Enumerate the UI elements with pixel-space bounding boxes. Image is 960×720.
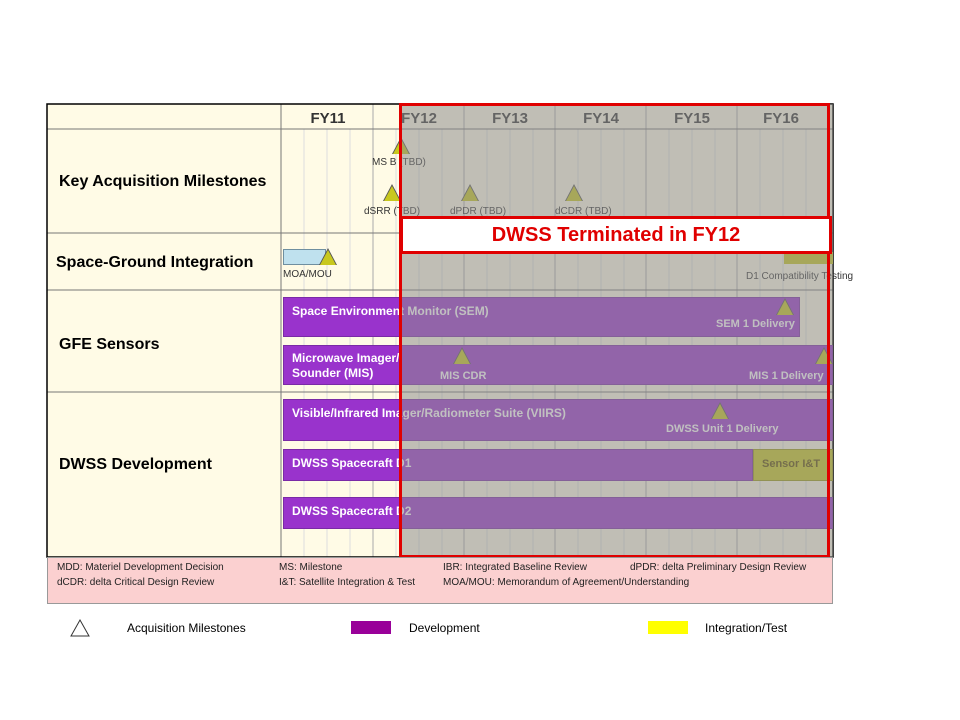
abbr-ibr: IBR: Integrated Baseline Review: [443, 562, 587, 573]
row-label-space-ground: Space-Ground Integration: [56, 254, 254, 271]
abbr-dpdr: dPDR: delta Preliminary Design Review: [630, 562, 807, 573]
abbr-it: I&T: Satellite Integration & Test: [279, 577, 416, 588]
legend-milestones-label: Acquisition Milestones: [127, 621, 246, 635]
legend-integration-label: Integration/Test: [705, 621, 788, 635]
dsrr-fill-icon: [384, 186, 400, 201]
terminated-overlay: [400, 104, 833, 560]
abbreviations-box: [47, 557, 833, 604]
legend-integration-swatch: [648, 621, 688, 634]
abbr-dcdr: dCDR: delta Critical Design Review: [57, 577, 215, 588]
dsrr-label: dSRR (TBD): [364, 206, 421, 217]
row-label-key-acquisition: Key Acquisition Milestones: [59, 173, 267, 190]
ms-b-label: MS B (TBD): [372, 157, 426, 168]
moa-mou-fill-icon: [320, 250, 336, 265]
row-label-dwss-development: DWSS Development: [59, 456, 212, 473]
spacecraft-d2-label: DWSS Spacecraft D2: [292, 504, 412, 518]
label-column-bg: [47, 104, 281, 557]
mis-bar-label-line1: Microwave Imager/: [292, 351, 400, 365]
row-label-gfe-sensors: GFE Sensors: [59, 336, 160, 353]
abbr-ms: MS: Milestone: [279, 562, 343, 573]
fy11-header: FY11: [310, 110, 346, 127]
abbr-mdd: MDD: Materiel Development Decision: [57, 562, 224, 573]
legend-development-label: Development: [409, 621, 480, 635]
mis-bar-label-line2: Sounder (MIS): [292, 366, 374, 380]
spacecraft-d1-label: DWSS Spacecraft D1: [292, 456, 412, 470]
moa-mou-label: MOA/MOU: [283, 269, 332, 280]
terminated-outline: [399, 103, 830, 558]
abbr-moa: MOA/MOU: Memorandum of Agreement/Underst…: [443, 577, 690, 588]
legend-development-swatch: [351, 621, 391, 634]
terminated-banner-text: DWSS Terminated in FY12: [491, 224, 741, 246]
terminated-banner: DWSS Terminated in FY12: [400, 216, 832, 254]
legend-milestone-icon: [70, 619, 90, 637]
